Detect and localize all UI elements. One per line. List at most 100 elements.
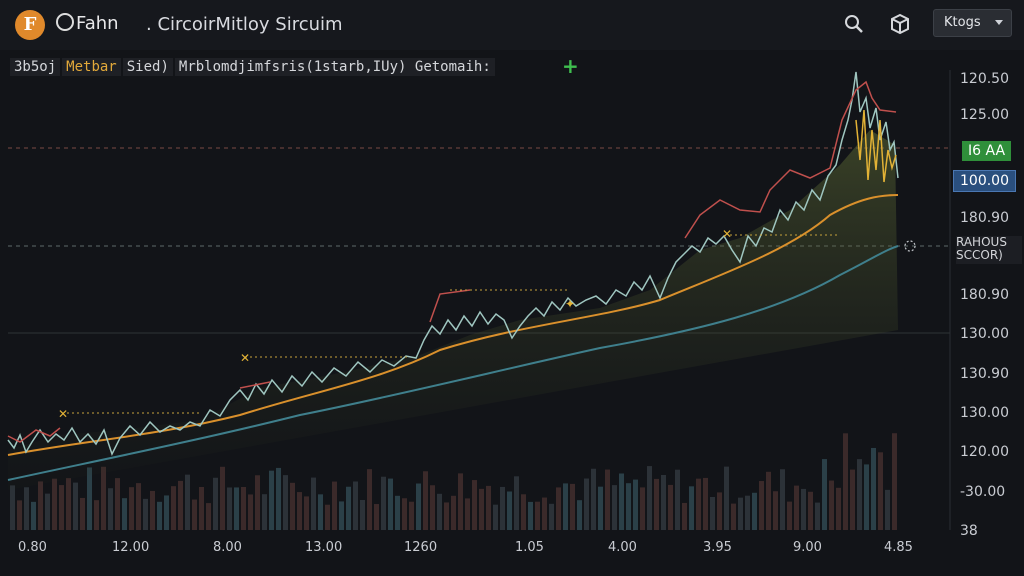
volume-bar: [430, 485, 435, 530]
volume-bar: [94, 500, 99, 530]
volume-bar: [696, 478, 701, 530]
volume-bar: [437, 493, 442, 530]
x-axis-label: 4.85: [884, 540, 913, 555]
volume-bar: [297, 492, 302, 530]
volume-bar: [10, 485, 15, 530]
volume-bar: [710, 496, 715, 530]
volume-bar: [458, 473, 463, 530]
svg-text:✕: ✕: [58, 407, 68, 421]
volume-bar: [892, 433, 897, 530]
volume-bar: [780, 469, 785, 530]
y-axis-label: 180.90: [960, 287, 1009, 303]
volume-bar: [192, 499, 197, 530]
volume-bar: [640, 487, 645, 530]
volume-bar: [815, 502, 820, 530]
volume-bar: [290, 482, 295, 530]
marker-lines: [62, 234, 840, 414]
add-indicator-button[interactable]: +: [562, 54, 579, 78]
volume-bar: [885, 489, 890, 530]
volume-bar: [766, 471, 771, 530]
volume-bar: [416, 483, 421, 530]
x-axis-label: 3.95: [703, 540, 732, 555]
legend-item[interactable]: Metbar: [62, 58, 121, 76]
volume-bar: [661, 474, 666, 530]
volume-bar: [143, 498, 148, 530]
top-bar: F Fahn . CircoirMitloy Sircuim Ktogs: [0, 0, 1024, 50]
volume-bar: [857, 459, 862, 530]
crosshair-icon: [904, 240, 916, 252]
volume-bar: [388, 478, 393, 530]
volume-bar: [507, 491, 512, 530]
volume-bar: [101, 466, 106, 530]
legend-item[interactable]: Sied): [122, 58, 173, 76]
volume-bar: [108, 488, 113, 530]
volume-bar: [717, 492, 722, 530]
x-axis-label: 4.00: [608, 540, 637, 555]
volume-bar: [234, 487, 239, 530]
volume-bars: [10, 433, 897, 530]
legend-item[interactable]: 3b5oj: [10, 58, 61, 76]
volume-bar: [255, 475, 260, 530]
brand-name: Fahn: [76, 13, 119, 34]
volume-bar: [206, 503, 211, 530]
volume-bar: [283, 475, 288, 530]
volume-bar: [787, 501, 792, 530]
y-axis-label: 180.90: [960, 210, 1009, 226]
svg-text:✕: ✕: [240, 351, 250, 365]
cube-button[interactable]: [888, 12, 912, 36]
volume-bar: [87, 467, 92, 530]
volume-bar: [619, 473, 624, 530]
volume-bar: [31, 501, 36, 530]
volume-bar: [374, 504, 379, 530]
volume-bar: [24, 487, 29, 530]
volume-bar: [472, 480, 477, 530]
volume-bar: [59, 485, 64, 530]
volume-bar: [38, 481, 43, 530]
cube-icon: [891, 13, 909, 35]
volume-bar: [80, 497, 85, 530]
search-button[interactable]: [842, 12, 866, 36]
volume-bar: [654, 478, 659, 530]
volume-bar: [605, 469, 610, 530]
price-area: [8, 130, 898, 490]
volume-bar: [66, 478, 71, 530]
volume-bar: [633, 479, 638, 530]
dropdown-value: Ktogs: [944, 15, 981, 30]
peak-line: [7, 80, 897, 443]
volume-bar: [325, 504, 330, 530]
volume-bar: [227, 487, 232, 530]
legend-item[interactable]: Mrblomdjimfsris(1starb,IUy) Getomaih:: [174, 58, 495, 76]
volume-bar: [178, 480, 183, 530]
volume-bar: [465, 498, 470, 530]
volume-bar: [598, 486, 603, 530]
gold-spikes: [855, 109, 897, 183]
volume-bar: [759, 481, 764, 530]
brand-icon: [56, 13, 74, 31]
volume-bar: [220, 466, 225, 530]
volume-bar: [269, 470, 274, 530]
volume-bar: [843, 433, 848, 530]
volume-bar: [521, 494, 526, 530]
marker-icons: ✕ ✕ ✦ ✕: [58, 227, 732, 421]
volume-bar: [850, 469, 855, 530]
svg-text:✦: ✦: [565, 297, 575, 311]
x-axis-label: 13.00: [305, 540, 343, 555]
volume-bar: [542, 497, 547, 530]
volume-bar: [157, 501, 162, 530]
price-chart[interactable]: ✕ ✕ ✦ ✕: [0, 50, 1024, 540]
volume-bar: [493, 504, 498, 530]
volume-bar: [745, 495, 750, 530]
ma-teal-line: [7, 245, 899, 481]
volume-bar: [500, 486, 505, 530]
chevron-down-icon: [995, 20, 1003, 25]
volume-bar: [213, 477, 218, 530]
timeframe-dropdown[interactable]: Ktogs: [933, 9, 1012, 37]
volume-bar: [262, 494, 267, 530]
volume-bar: [563, 483, 568, 530]
volume-bar: [276, 467, 281, 530]
volume-bar: [451, 495, 456, 530]
volume-bar: [626, 483, 631, 530]
volume-bar: [241, 486, 246, 530]
volume-bar: [353, 481, 358, 530]
volume-bar: [360, 499, 365, 530]
